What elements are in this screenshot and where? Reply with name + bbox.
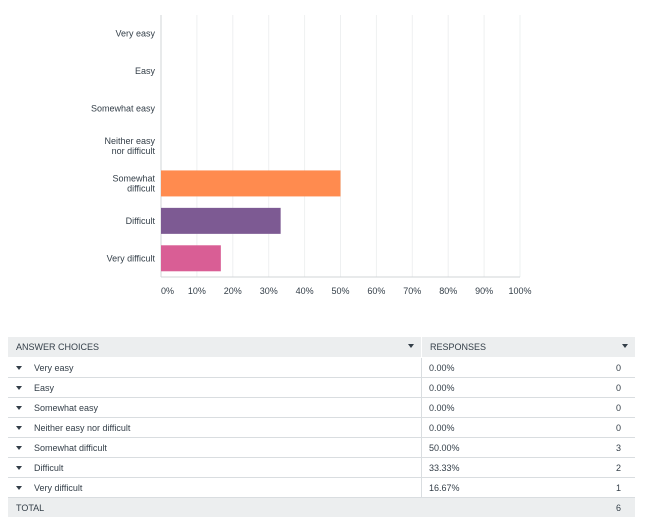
- response-percent: 16.67%: [421, 477, 569, 498]
- responses-table: ANSWER CHOICES RESPONSES Very easy 0.00% 0…: [8, 337, 635, 517]
- bar[interactable]: [161, 207, 281, 234]
- category-label: Somewhat easy: [91, 104, 156, 114]
- category-label-line: Very difficult: [107, 253, 156, 263]
- answer-choice-cell: Somewhat difficult: [8, 437, 422, 458]
- category-label: Very easy: [115, 29, 155, 39]
- category-label-line: Neither easy: [104, 136, 155, 146]
- answer-choice-cell: Somewhat easy: [8, 397, 422, 418]
- table-row: Very easy 0.00% 0: [8, 357, 635, 378]
- table-row: Very difficult 16.67% 1: [8, 477, 635, 498]
- x-tick-label: 70%: [403, 286, 421, 296]
- answer-choice-cell: Very difficult: [8, 477, 422, 498]
- x-tick-label: 10%: [188, 286, 206, 296]
- answer-choice-label: Very difficult: [34, 482, 83, 493]
- answer-choice-label: Easy: [34, 382, 55, 393]
- answer-choice-label: Somewhat difficult: [34, 442, 107, 453]
- category-label-line: nor difficult: [112, 146, 156, 156]
- total-row: TOTAL 6: [8, 497, 635, 517]
- x-tick-label: 50%: [331, 286, 349, 296]
- x-tick-label: 90%: [475, 286, 493, 296]
- category-label-line: Easy: [135, 66, 156, 76]
- answer-choice-label: Difficult: [34, 462, 64, 473]
- response-count: 0: [569, 377, 635, 398]
- response-count: 1: [569, 477, 635, 498]
- x-tick-label: 0%: [161, 286, 174, 296]
- table-row: Easy 0.00% 0: [8, 377, 635, 398]
- expand-arrow-icon[interactable]: [16, 405, 22, 410]
- table-row: Difficult 33.33% 2: [8, 457, 635, 478]
- table-row: Somewhat difficult 50.00% 3: [8, 437, 635, 458]
- x-tick-label: 100%: [508, 286, 531, 296]
- chart-axis-labels: 0% 10% 20% 30% 40% 50% 60% 70% 80% 90% 100%: [161, 286, 532, 296]
- answer-choice-label: Neither easy nor difficult: [34, 422, 131, 433]
- answer-choices-header-label: ANSWER CHOICES: [16, 342, 100, 352]
- chart-bars: [161, 170, 341, 272]
- expand-arrow-icon[interactable]: [16, 365, 22, 370]
- answer-choice-cell: Easy: [8, 377, 422, 398]
- response-percent: 33.33%: [421, 457, 569, 478]
- category-label: Difficult: [126, 216, 156, 226]
- category-label-line: Somewhat: [112, 173, 155, 183]
- category-label-line: Somewhat easy: [91, 104, 156, 114]
- response-count: 2: [569, 457, 635, 478]
- x-tick-label: 20%: [224, 286, 242, 296]
- expand-arrow-icon[interactable]: [16, 385, 22, 390]
- answer-choice-label: Very easy: [34, 362, 74, 373]
- responses-header[interactable]: RESPONSES: [421, 337, 635, 358]
- total-label: TOTAL: [8, 497, 422, 517]
- response-percent: 0.00%: [421, 417, 569, 438]
- bar-chart: Very easy Easy Somewhat easy Neither easy no…: [91, 15, 532, 296]
- x-tick-label: 30%: [260, 286, 278, 296]
- responses-header-label: RESPONSES: [430, 342, 487, 352]
- answer-choice-cell: Difficult: [8, 457, 422, 478]
- bar[interactable]: [161, 245, 221, 272]
- expand-arrow-icon[interactable]: [16, 425, 22, 430]
- response-percent: 0.00%: [421, 397, 569, 418]
- response-percent: 0.00%: [421, 377, 569, 398]
- sort-down-icon[interactable]: [408, 344, 414, 348]
- table-row: Somewhat easy 0.00% 0: [8, 397, 635, 418]
- category-label-line: Difficult: [126, 216, 156, 226]
- response-count: 0: [569, 417, 635, 438]
- table-header-row: ANSWER CHOICES RESPONSES: [8, 337, 635, 358]
- response-count: 0: [569, 357, 635, 378]
- category-label-line: difficult: [127, 183, 155, 193]
- answer-choice-label: Somewhat easy: [34, 402, 99, 413]
- answer-choice-cell: Very easy: [8, 357, 422, 378]
- table-row: Neither easy nor difficult 0.00% 0: [8, 417, 635, 438]
- chart-grid: [160, 15, 521, 278]
- sort-down-icon[interactable]: [622, 344, 628, 348]
- total-value: 6: [569, 497, 635, 517]
- response-count: 3: [569, 437, 635, 458]
- expand-arrow-icon[interactable]: [16, 485, 22, 490]
- chart-category-labels: Very easy Easy Somewhat easy Neither easy no…: [91, 29, 156, 264]
- category-label: Somewhat difficult: [112, 173, 155, 193]
- expand-arrow-icon[interactable]: [16, 465, 22, 470]
- category-label: Easy: [135, 66, 156, 76]
- category-label: Very difficult: [107, 253, 156, 263]
- category-label: Neither easy nor difficult: [104, 136, 155, 156]
- response-count: 0: [569, 397, 635, 418]
- answer-choices-header[interactable]: ANSWER CHOICES: [8, 337, 422, 358]
- x-tick-label: 60%: [367, 286, 385, 296]
- bar[interactable]: [161, 170, 341, 197]
- answer-choice-cell: Neither easy nor difficult: [8, 417, 422, 438]
- x-tick-label: 40%: [296, 286, 314, 296]
- response-percent: 0.00%: [421, 357, 569, 378]
- response-percent: 50.00%: [421, 437, 569, 458]
- category-label-line: Very easy: [115, 29, 155, 39]
- x-tick-label: 80%: [439, 286, 457, 296]
- expand-arrow-icon[interactable]: [16, 445, 22, 450]
